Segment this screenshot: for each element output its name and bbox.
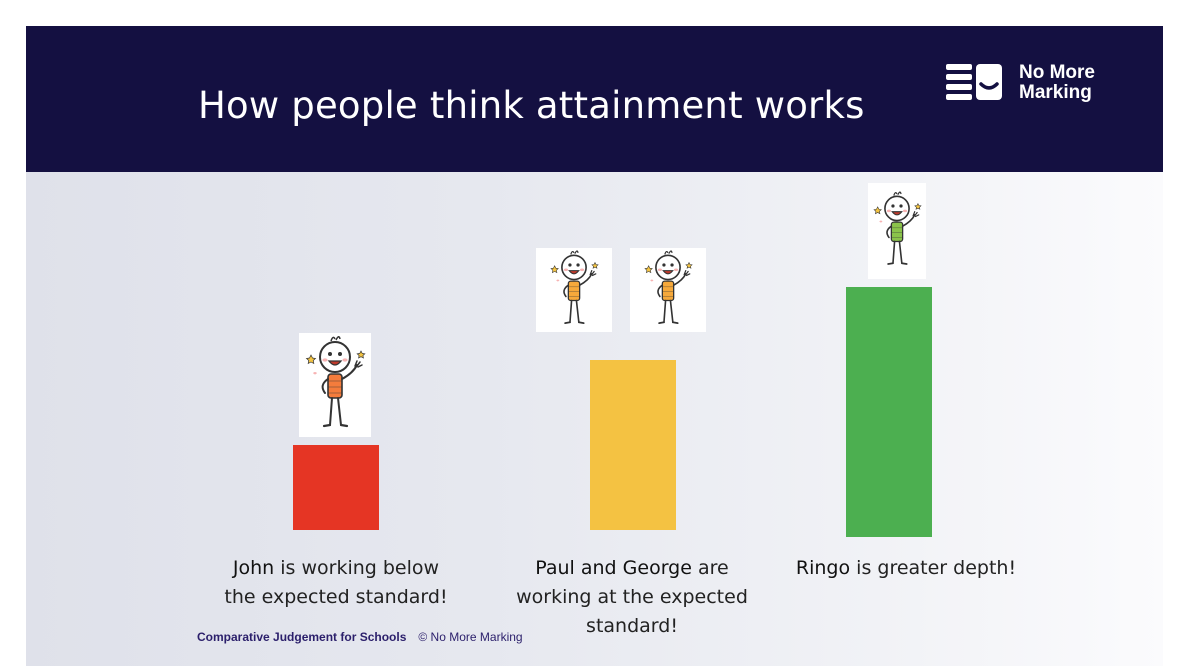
ringo-name: Ringo bbox=[795, 557, 851, 579]
john-figure bbox=[299, 333, 371, 437]
ringo-figure bbox=[868, 183, 926, 279]
logo-text: No More Marking bbox=[1019, 63, 1095, 103]
ringo-caption: Ringo is greater depth! bbox=[786, 554, 1026, 583]
slide-title: How people think attainment works bbox=[198, 84, 865, 127]
title-banner: How people think attainment works No Mor… bbox=[26, 26, 1163, 172]
john-bar bbox=[293, 445, 379, 530]
footer-copyright: © No More Marking bbox=[418, 630, 523, 644]
george-figure bbox=[630, 248, 706, 332]
footer: Comparative Judgement for Schools © No Mo… bbox=[197, 630, 523, 644]
slide: How people think attainment works No Mor… bbox=[26, 26, 1163, 666]
paul-george-caption-line1: are bbox=[691, 557, 729, 579]
logo-mark-icon bbox=[946, 64, 1002, 100]
logo-text-line2: Marking bbox=[1019, 82, 1092, 103]
logo-text-line1: No More bbox=[1019, 62, 1095, 83]
ringo-caption-line1: is greater depth! bbox=[850, 557, 1017, 579]
paul-figure bbox=[536, 248, 612, 332]
paul-george-name: Paul and George bbox=[535, 557, 692, 579]
john-caption-line1: is working below bbox=[274, 557, 440, 579]
stick-figure-icon bbox=[305, 336, 366, 428]
paul-george-caption-line3: standard! bbox=[586, 615, 678, 637]
john-caption: John is working below the expected stand… bbox=[216, 554, 456, 612]
no-more-marking-logo: No More Marking bbox=[946, 62, 1106, 104]
stick-figure-icon bbox=[873, 191, 922, 265]
paul-george-caption: Paul and George are working at the expec… bbox=[492, 554, 772, 641]
stick-figure-icon bbox=[644, 250, 693, 325]
paul-george-bar bbox=[590, 360, 676, 530]
stick-figure-icon bbox=[550, 250, 599, 325]
john-caption-line2: the expected standard! bbox=[224, 586, 448, 608]
footer-brand: Comparative Judgement for Schools bbox=[197, 630, 407, 644]
ringo-bar bbox=[846, 287, 932, 537]
john-name: John bbox=[232, 557, 275, 579]
paul-george-caption-line2: working at the expected bbox=[516, 586, 748, 608]
